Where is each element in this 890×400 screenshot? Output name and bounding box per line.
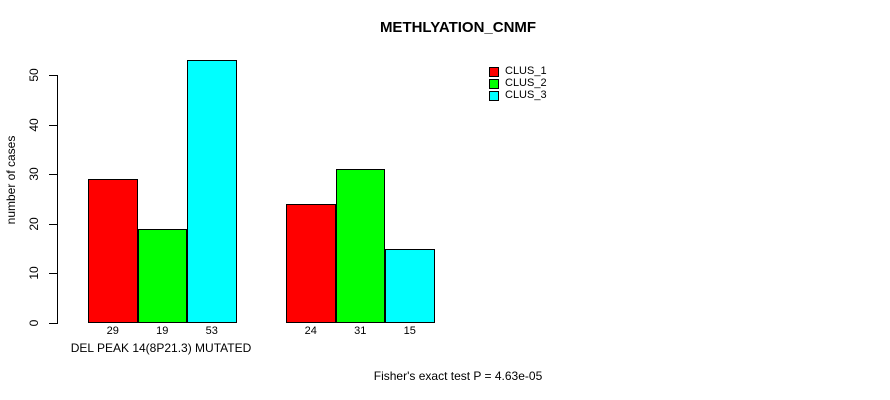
bar-clus_2-group2 [335, 169, 385, 323]
y-tick-label: 50 [27, 68, 41, 82]
y-axis-line [57, 75, 58, 324]
legend-item-label: CLUS_3 [505, 89, 547, 101]
bar-clus_3-group1 [187, 60, 237, 323]
bar-clus_3-group2 [385, 249, 435, 323]
chart-title: METHLYATION_CNMF [379, 19, 537, 36]
legend-item-label: CLUS_1 [505, 65, 547, 77]
y-tick [49, 75, 57, 76]
x-category-label: DEL PEAK 14(8P21.3) MUTATED [70, 341, 252, 355]
bar-value-label: 31 [354, 325, 367, 337]
bar-clus_1-group1 [88, 179, 138, 323]
y-tick-label: 0 [27, 319, 41, 327]
bar-clus_1-group2 [286, 204, 336, 323]
y-tick-label: 30 [27, 167, 41, 181]
legend-swatch-clus_2 [489, 79, 499, 89]
legend-swatch-clus_1 [489, 67, 499, 77]
y-tick-label: 40 [27, 118, 41, 132]
y-tick [49, 224, 57, 225]
bar-value-label: 29 [106, 325, 119, 337]
y-tick [49, 125, 57, 126]
bar-value-label: 53 [205, 325, 218, 337]
bar-value-label: 19 [156, 325, 169, 337]
pvalue-annotation: Fisher's exact test P = 4.63e-05 [373, 369, 543, 383]
y-tick-label: 10 [27, 266, 41, 280]
y-tick-label: 20 [27, 217, 41, 231]
legend-item-label: CLUS_2 [505, 77, 547, 89]
bar-value-label: 24 [304, 325, 317, 337]
y-tick [49, 174, 57, 175]
y-axis-title: number of cases [4, 135, 18, 225]
bar-value-label: 15 [403, 325, 416, 337]
legend-swatch-clus_3 [489, 91, 499, 101]
y-tick [49, 273, 57, 274]
bar-clus_2-group1 [137, 229, 187, 323]
y-tick [49, 323, 57, 324]
